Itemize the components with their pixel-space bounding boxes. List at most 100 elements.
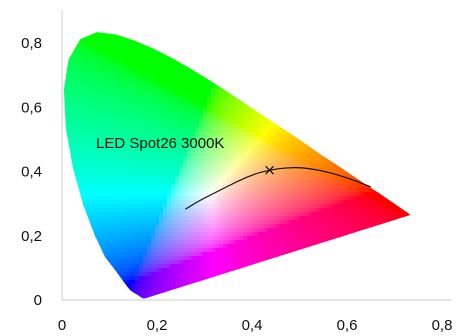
- gamut-color-cell: [315, 100, 320, 105]
- gamut-color-cell: [327, 132, 332, 137]
- gamut-color-cell: [99, 100, 104, 105]
- gamut-color-cell: [107, 252, 112, 257]
- gamut-color-cell: [351, 44, 356, 49]
- gamut-color-cell: [71, 112, 76, 117]
- gamut-color-cell: [375, 64, 380, 69]
- gamut-color-cell: [135, 240, 140, 245]
- gamut-color-cell: [87, 140, 92, 145]
- gamut-color-cell: [175, 92, 180, 97]
- gamut-color-cell: [259, 224, 264, 229]
- gamut-color-cell: [291, 120, 296, 125]
- gamut-color-cell: [163, 104, 168, 109]
- gamut-color-cell: [271, 168, 276, 173]
- gamut-color-cell: [255, 252, 260, 257]
- gamut-color-cell: [239, 256, 244, 261]
- gamut-color-cell: [239, 252, 244, 257]
- gamut-color-cell: [227, 196, 232, 201]
- gamut-color-cell: [263, 176, 268, 181]
- gamut-color-cell: [363, 244, 368, 249]
- gamut-color-cell: [67, 228, 72, 233]
- gamut-color-cell: [147, 144, 152, 149]
- gamut-color-cell: [375, 212, 380, 217]
- gamut-color-cell: [167, 76, 172, 81]
- gamut-color-cell: [251, 168, 256, 173]
- gamut-color-cell: [339, 160, 344, 165]
- gamut-color-cell: [275, 44, 280, 49]
- gamut-color-cell: [335, 92, 340, 97]
- gamut-color-cell: [199, 252, 204, 257]
- gamut-color-cell: [71, 168, 76, 173]
- gamut-color-cell: [111, 204, 116, 209]
- gamut-color-cell: [195, 232, 200, 237]
- gamut-color-cell: [327, 136, 332, 141]
- gamut-color-cell: [63, 76, 68, 81]
- gamut-color-cell: [67, 212, 72, 217]
- gamut-color-cell: [139, 248, 144, 253]
- gamut-color-cell: [387, 52, 392, 57]
- gamut-color-cell: [295, 208, 300, 213]
- gamut-color-cell: [223, 156, 228, 161]
- gamut-color-cell: [379, 72, 384, 77]
- gamut-color-cell: [239, 180, 244, 185]
- gamut-color-cell: [79, 196, 84, 201]
- gamut-color-cell: [179, 168, 184, 173]
- gamut-color-cell: [383, 88, 388, 93]
- gamut-color-cell: [63, 124, 68, 129]
- gamut-color-cell: [303, 112, 308, 117]
- gamut-color-cell: [311, 112, 316, 117]
- gamut-color-cell: [263, 212, 268, 217]
- gamut-color-cell: [363, 36, 368, 41]
- gamut-color-cell: [339, 216, 344, 221]
- gamut-color-cell: [131, 184, 136, 189]
- gamut-color-cell: [283, 244, 288, 249]
- gamut-color-cell: [163, 60, 168, 65]
- gamut-color-cell: [287, 96, 292, 101]
- gamut-color-cell: [115, 236, 120, 241]
- gamut-color-cell: [139, 180, 144, 185]
- gamut-color-cell: [115, 92, 120, 97]
- gamut-color-cell: [119, 256, 124, 261]
- gamut-color-cell: [395, 48, 400, 53]
- gamut-color-cell: [251, 56, 256, 61]
- gamut-color-cell: [239, 196, 244, 201]
- gamut-color-cell: [179, 244, 184, 249]
- gamut-color-cell: [383, 220, 388, 225]
- gamut-color-cell: [367, 220, 372, 225]
- gamut-color-cell: [99, 32, 104, 37]
- gamut-color-cell: [143, 48, 148, 53]
- gamut-color-cell: [119, 208, 124, 213]
- gamut-color-cell: [295, 60, 300, 65]
- gamut-color-cell: [343, 256, 348, 261]
- gamut-color-cell: [259, 164, 264, 169]
- gamut-color-cell: [215, 220, 220, 225]
- gamut-color-cell: [259, 232, 264, 237]
- gamut-color-cell: [395, 228, 400, 233]
- gamut-color-cell: [191, 196, 196, 201]
- gamut-color-cell: [163, 216, 168, 221]
- gamut-color-cell: [151, 164, 156, 169]
- gamut-color-cell: [139, 72, 144, 77]
- gamut-color-cell: [351, 256, 356, 261]
- gamut-color-cell: [335, 256, 340, 261]
- gamut-color-cell: [131, 128, 136, 133]
- gamut-color-cell: [103, 224, 108, 229]
- gamut-color-cell: [183, 180, 188, 185]
- gamut-color-cell: [159, 200, 164, 205]
- gamut-color-cell: [147, 176, 152, 181]
- gamut-color-cell: [83, 248, 88, 253]
- gamut-color-cell: [383, 240, 388, 245]
- gamut-color-cell: [219, 212, 224, 217]
- gamut-color-cell: [155, 96, 160, 101]
- gamut-color-cell: [347, 220, 352, 225]
- gamut-color-cell: [191, 152, 196, 157]
- gamut-color-cell: [87, 212, 92, 217]
- gamut-color-cell: [315, 136, 320, 141]
- gamut-color-cell: [167, 224, 172, 229]
- gamut-color-cell: [103, 212, 108, 217]
- gamut-color-cell: [155, 132, 160, 137]
- gamut-color-cell: [71, 144, 76, 149]
- gamut-color-cell: [103, 124, 108, 129]
- gamut-color-cell: [331, 116, 336, 121]
- gamut-color-cell: [111, 100, 116, 105]
- gamut-color-cell: [387, 104, 392, 109]
